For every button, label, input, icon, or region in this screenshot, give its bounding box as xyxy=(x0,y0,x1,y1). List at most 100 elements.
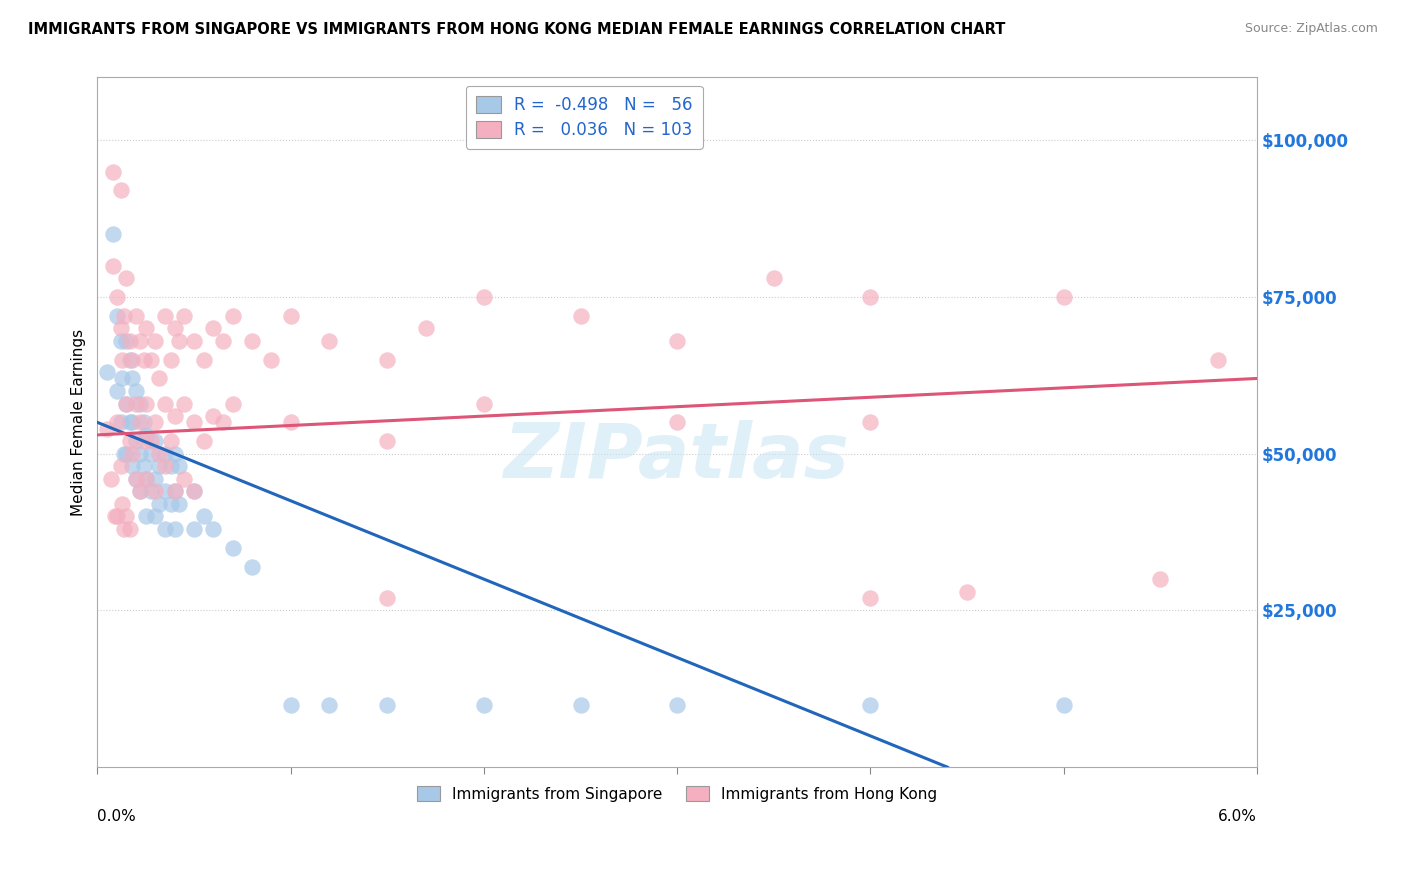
Point xyxy=(148,497,170,511)
Point xyxy=(193,352,215,367)
Point xyxy=(100,472,122,486)
Point xyxy=(1149,572,1171,586)
Point xyxy=(163,484,186,499)
Point xyxy=(167,334,190,348)
Point xyxy=(202,321,225,335)
Point xyxy=(143,509,166,524)
Point xyxy=(472,290,495,304)
Point xyxy=(375,434,398,449)
Point xyxy=(112,447,135,461)
Point xyxy=(115,396,138,410)
Point xyxy=(141,434,163,449)
Point xyxy=(143,472,166,486)
Point xyxy=(120,334,142,348)
Point xyxy=(280,698,302,712)
Point xyxy=(1053,290,1076,304)
Point xyxy=(111,497,134,511)
Point xyxy=(221,541,243,555)
Point xyxy=(375,591,398,605)
Point xyxy=(120,352,142,367)
Point xyxy=(280,415,302,429)
Point xyxy=(121,371,143,385)
Point xyxy=(96,422,118,436)
Point xyxy=(141,484,163,499)
Point xyxy=(159,497,181,511)
Point xyxy=(104,509,127,524)
Point xyxy=(1053,698,1076,712)
Point xyxy=(666,334,689,348)
Point xyxy=(115,334,138,348)
Point xyxy=(183,522,205,536)
Text: 6.0%: 6.0% xyxy=(1218,809,1257,823)
Point xyxy=(375,698,398,712)
Point xyxy=(202,409,225,423)
Point xyxy=(212,334,235,348)
Point xyxy=(472,698,495,712)
Point xyxy=(105,309,128,323)
Point xyxy=(135,396,157,410)
Point xyxy=(125,434,148,449)
Point xyxy=(125,309,148,323)
Point xyxy=(163,321,186,335)
Point xyxy=(159,434,181,449)
Y-axis label: Median Female Earnings: Median Female Earnings xyxy=(72,329,86,516)
Point xyxy=(128,396,150,410)
Point xyxy=(132,352,155,367)
Point xyxy=(128,415,150,429)
Text: IMMIGRANTS FROM SINGAPORE VS IMMIGRANTS FROM HONG KONG MEDIAN FEMALE EARNINGS CO: IMMIGRANTS FROM SINGAPORE VS IMMIGRANTS … xyxy=(28,22,1005,37)
Point xyxy=(128,484,150,499)
Point xyxy=(153,459,176,474)
Point xyxy=(173,472,195,486)
Point xyxy=(666,415,689,429)
Point xyxy=(96,365,118,379)
Point xyxy=(240,559,263,574)
Point xyxy=(121,459,143,474)
Point xyxy=(148,459,170,474)
Point xyxy=(143,434,166,449)
Point xyxy=(183,415,205,429)
Point xyxy=(105,509,128,524)
Point xyxy=(153,484,176,499)
Point xyxy=(569,698,592,712)
Point xyxy=(141,447,163,461)
Point xyxy=(1208,352,1230,367)
Point xyxy=(163,447,186,461)
Point xyxy=(153,447,176,461)
Point xyxy=(120,434,142,449)
Point xyxy=(128,447,150,461)
Point xyxy=(128,334,150,348)
Point xyxy=(221,396,243,410)
Point xyxy=(159,352,181,367)
Text: ZIPatlas: ZIPatlas xyxy=(505,420,851,494)
Point xyxy=(121,352,143,367)
Point xyxy=(110,415,132,429)
Point xyxy=(221,309,243,323)
Point xyxy=(859,415,882,429)
Point xyxy=(183,484,205,499)
Point xyxy=(167,497,190,511)
Point xyxy=(762,271,785,285)
Point xyxy=(105,384,128,398)
Point xyxy=(260,352,283,367)
Point xyxy=(153,522,176,536)
Point xyxy=(101,227,124,242)
Point xyxy=(125,396,148,410)
Point xyxy=(569,309,592,323)
Point xyxy=(956,584,979,599)
Point xyxy=(159,459,181,474)
Point xyxy=(163,522,186,536)
Point xyxy=(183,484,205,499)
Point xyxy=(125,472,148,486)
Point xyxy=(148,447,170,461)
Point xyxy=(105,290,128,304)
Point xyxy=(240,334,263,348)
Point xyxy=(280,309,302,323)
Point xyxy=(375,352,398,367)
Point xyxy=(125,384,148,398)
Point xyxy=(110,459,132,474)
Point xyxy=(128,484,150,499)
Point xyxy=(105,415,128,429)
Point xyxy=(153,396,176,410)
Point xyxy=(101,259,124,273)
Point xyxy=(167,459,190,474)
